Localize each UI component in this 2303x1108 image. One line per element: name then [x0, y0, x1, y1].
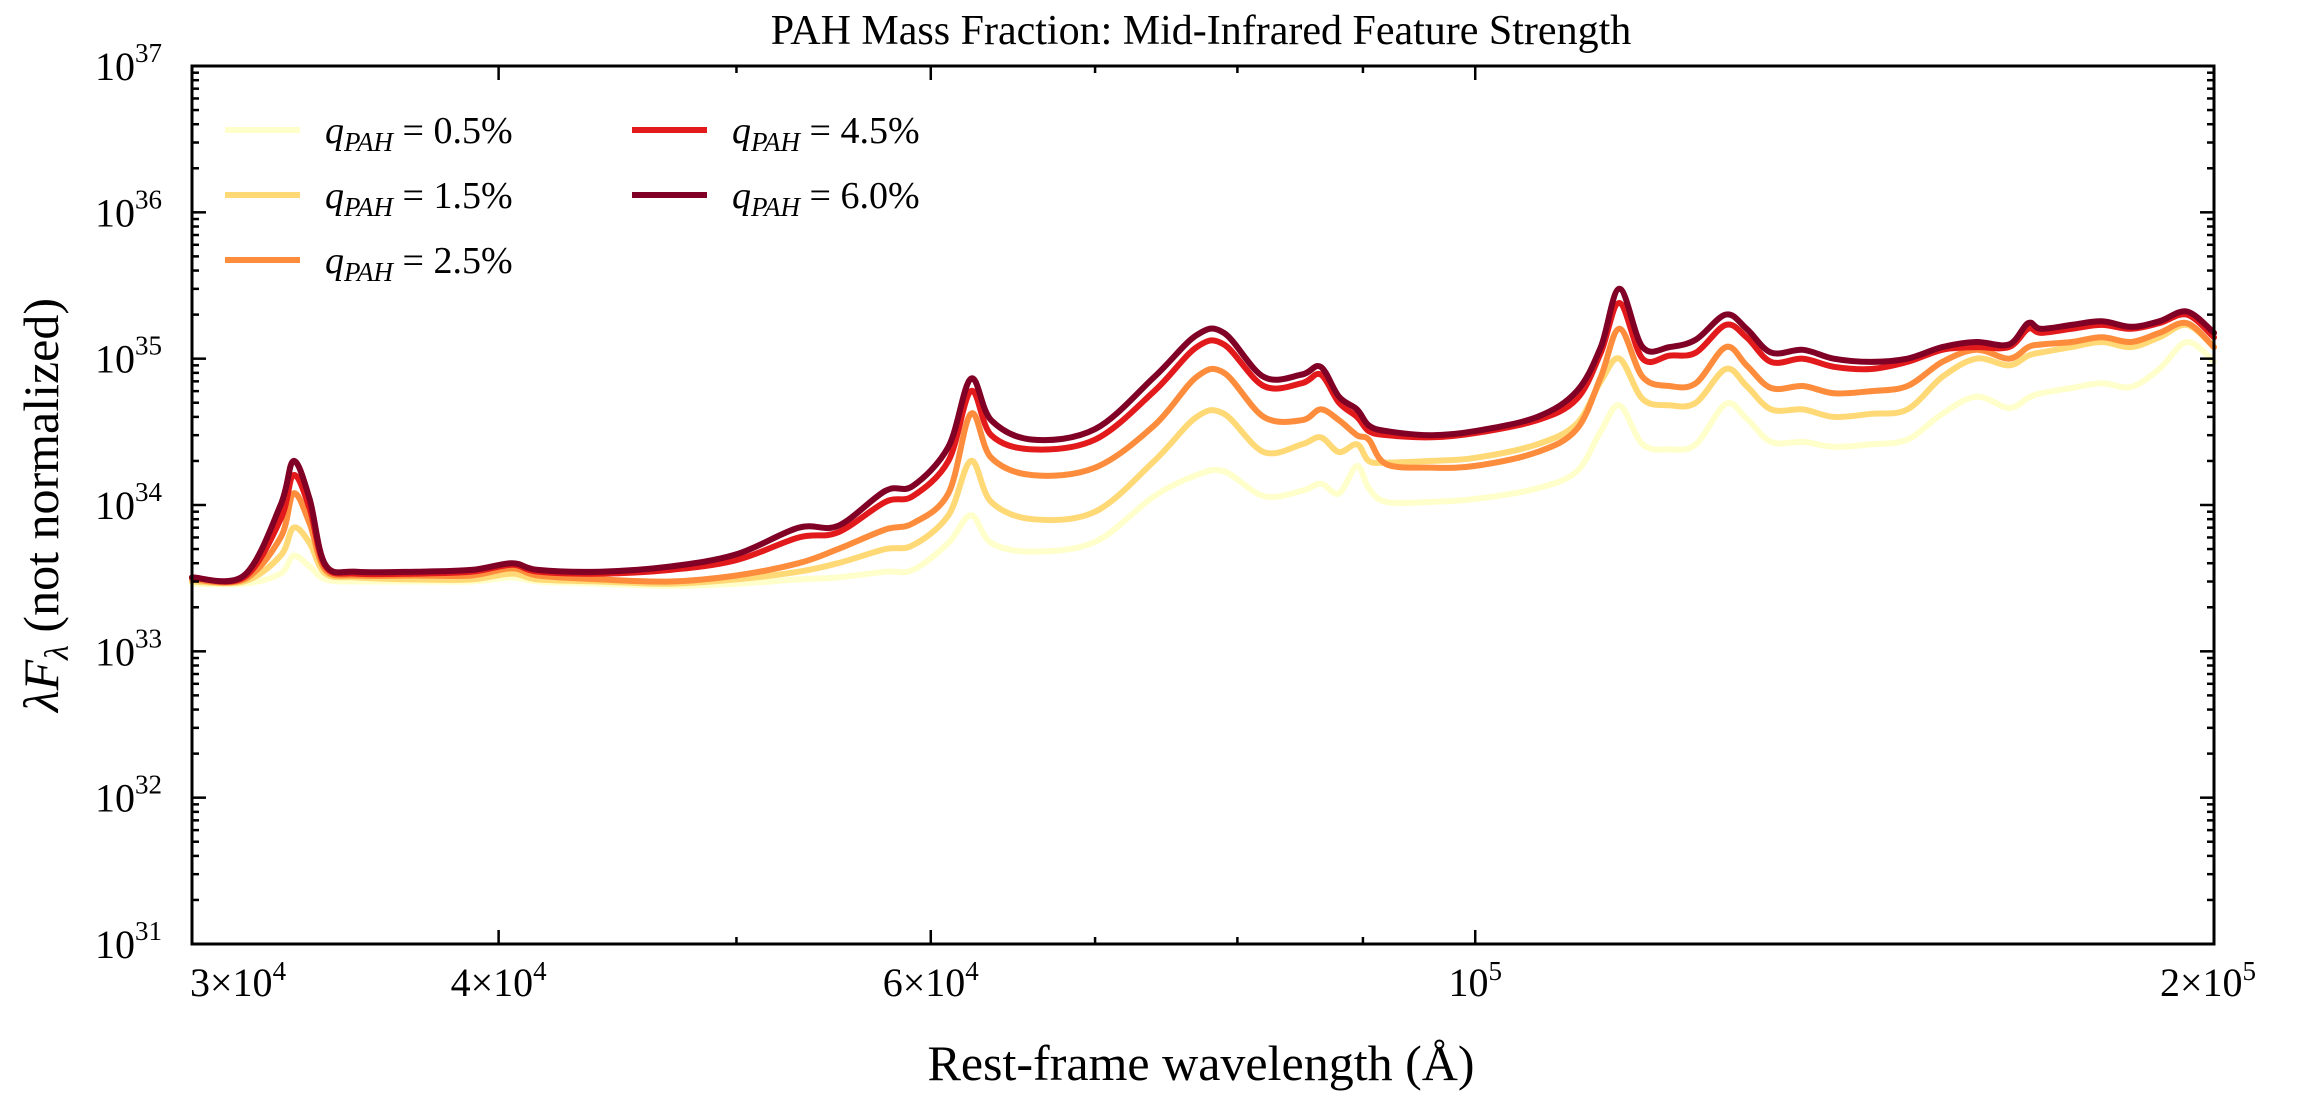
- y-tick-exponent: 37: [135, 38, 162, 68]
- legend: qPAH = 0.5%qPAH = 1.5%qPAH = 2.5%qPAH = …: [225, 110, 920, 287]
- chart-title: PAH Mass Fraction: Mid-Infrared Feature …: [771, 8, 1631, 54]
- y-tick-label: 1035: [95, 331, 162, 382]
- legend-item-3: qPAH = 2.5%: [225, 240, 513, 287]
- y-tick-exponent: 35: [135, 331, 162, 361]
- series-layer: [189, 285, 2217, 589]
- plot-frame: [190, 64, 2216, 946]
- y-tick-exponent: 32: [135, 770, 162, 800]
- y-tick-mantissa: 10: [95, 483, 135, 528]
- x-tick-exponent: 5: [2243, 956, 2257, 986]
- legend-item-4: qPAH = 4.5%: [632, 110, 920, 157]
- y-tick-exponent: 31: [135, 916, 162, 946]
- legend-label-var: q: [325, 175, 344, 217]
- y-tick-mantissa: 10: [95, 629, 135, 674]
- y-tick-label: 1034: [95, 477, 163, 528]
- y-tick-exponent: 33: [135, 623, 162, 653]
- legend-label-value: = 4.5%: [800, 110, 920, 152]
- legend-item-2: qPAH = 1.5%: [225, 175, 513, 222]
- x-axis-label: Rest-frame wavelength (Å): [928, 1035, 1475, 1091]
- x-tick-mantissa: 4×10: [451, 960, 534, 1005]
- x-tick-label: 4×104: [451, 956, 548, 1005]
- y-tick-mantissa: 10: [95, 922, 135, 967]
- x-tick-label: 6×104: [883, 956, 980, 1005]
- x-tick-label: 3×104: [190, 956, 287, 1005]
- series-line-2: [189, 321, 2217, 587]
- legend-label-var: q: [732, 175, 751, 217]
- y-tick-label: 1031: [95, 916, 162, 967]
- x-tick-labels: 3×104 4×104 6×104 105 2×105: [190, 956, 2256, 1005]
- plot-area: [192, 66, 2214, 944]
- y-tick-label: 1037: [95, 38, 162, 89]
- legend-label-value: = 1.5%: [393, 175, 513, 217]
- legend-label-sub: PAH: [343, 192, 395, 222]
- legend-label: qPAH = 1.5%: [325, 175, 513, 222]
- x-tick-label: 105: [1448, 956, 1502, 1005]
- x-tick-mantissa: 6×10: [883, 960, 966, 1005]
- y-tick-exponent: 36: [135, 184, 162, 214]
- x-tick-mantissa: 2×10: [2160, 960, 2243, 1005]
- legend-item-5: qPAH = 6.0%: [632, 175, 920, 222]
- x-tick-exponent: 4: [273, 956, 287, 986]
- x-tick-mantissa: 3×10: [190, 960, 273, 1005]
- y-tick-mantissa: 10: [95, 337, 135, 382]
- legend-label: qPAH = 0.5%: [325, 110, 513, 157]
- y-tick-mantissa: 10: [95, 190, 135, 235]
- y-axis-label: λFλ (not normalized): [13, 298, 76, 714]
- legend-label-sub: PAH: [750, 127, 802, 157]
- x-tick-exponent: 4: [533, 956, 547, 986]
- legend-label-value: = 6.0%: [800, 175, 920, 217]
- legend-label: qPAH = 4.5%: [732, 110, 920, 157]
- y-tick-label: 1033: [95, 623, 162, 674]
- x-tick-mantissa: 10: [1448, 960, 1488, 1005]
- x-tick-exponent: 5: [1488, 956, 1502, 986]
- legend-item-1: qPAH = 0.5%: [225, 110, 513, 157]
- legend-label-var: q: [732, 110, 751, 152]
- y-axis-label-subscript: λ: [39, 645, 76, 661]
- legend-label-value: = 0.5%: [393, 110, 513, 152]
- y-tick-mantissa: 10: [95, 776, 135, 821]
- y-axis-label-symbol: λF: [13, 659, 69, 714]
- series-line-5: [189, 285, 2217, 585]
- legend-label: qPAH = 2.5%: [325, 240, 513, 287]
- legend-label-sub: PAH: [750, 192, 802, 222]
- legend-label-sub: PAH: [343, 257, 395, 287]
- y-tick-mantissa: 10: [95, 44, 135, 89]
- legend-label-var: q: [325, 240, 344, 282]
- legend-label: qPAH = 6.0%: [732, 175, 920, 222]
- y-tick-label: 1032: [95, 770, 162, 821]
- x-tick-label: 2×105: [2160, 956, 2256, 1005]
- legend-label-value: = 2.5%: [393, 240, 513, 282]
- x-tick-exponent: 4: [965, 956, 979, 986]
- legend-label-var: q: [325, 110, 344, 152]
- y-tick-label: 1036: [95, 184, 162, 235]
- y-axis-label-text: (not normalized): [13, 298, 69, 645]
- legend-label-sub: PAH: [343, 127, 395, 157]
- y-tick-exponent: 34: [135, 477, 163, 507]
- series-line-3: [189, 319, 2217, 586]
